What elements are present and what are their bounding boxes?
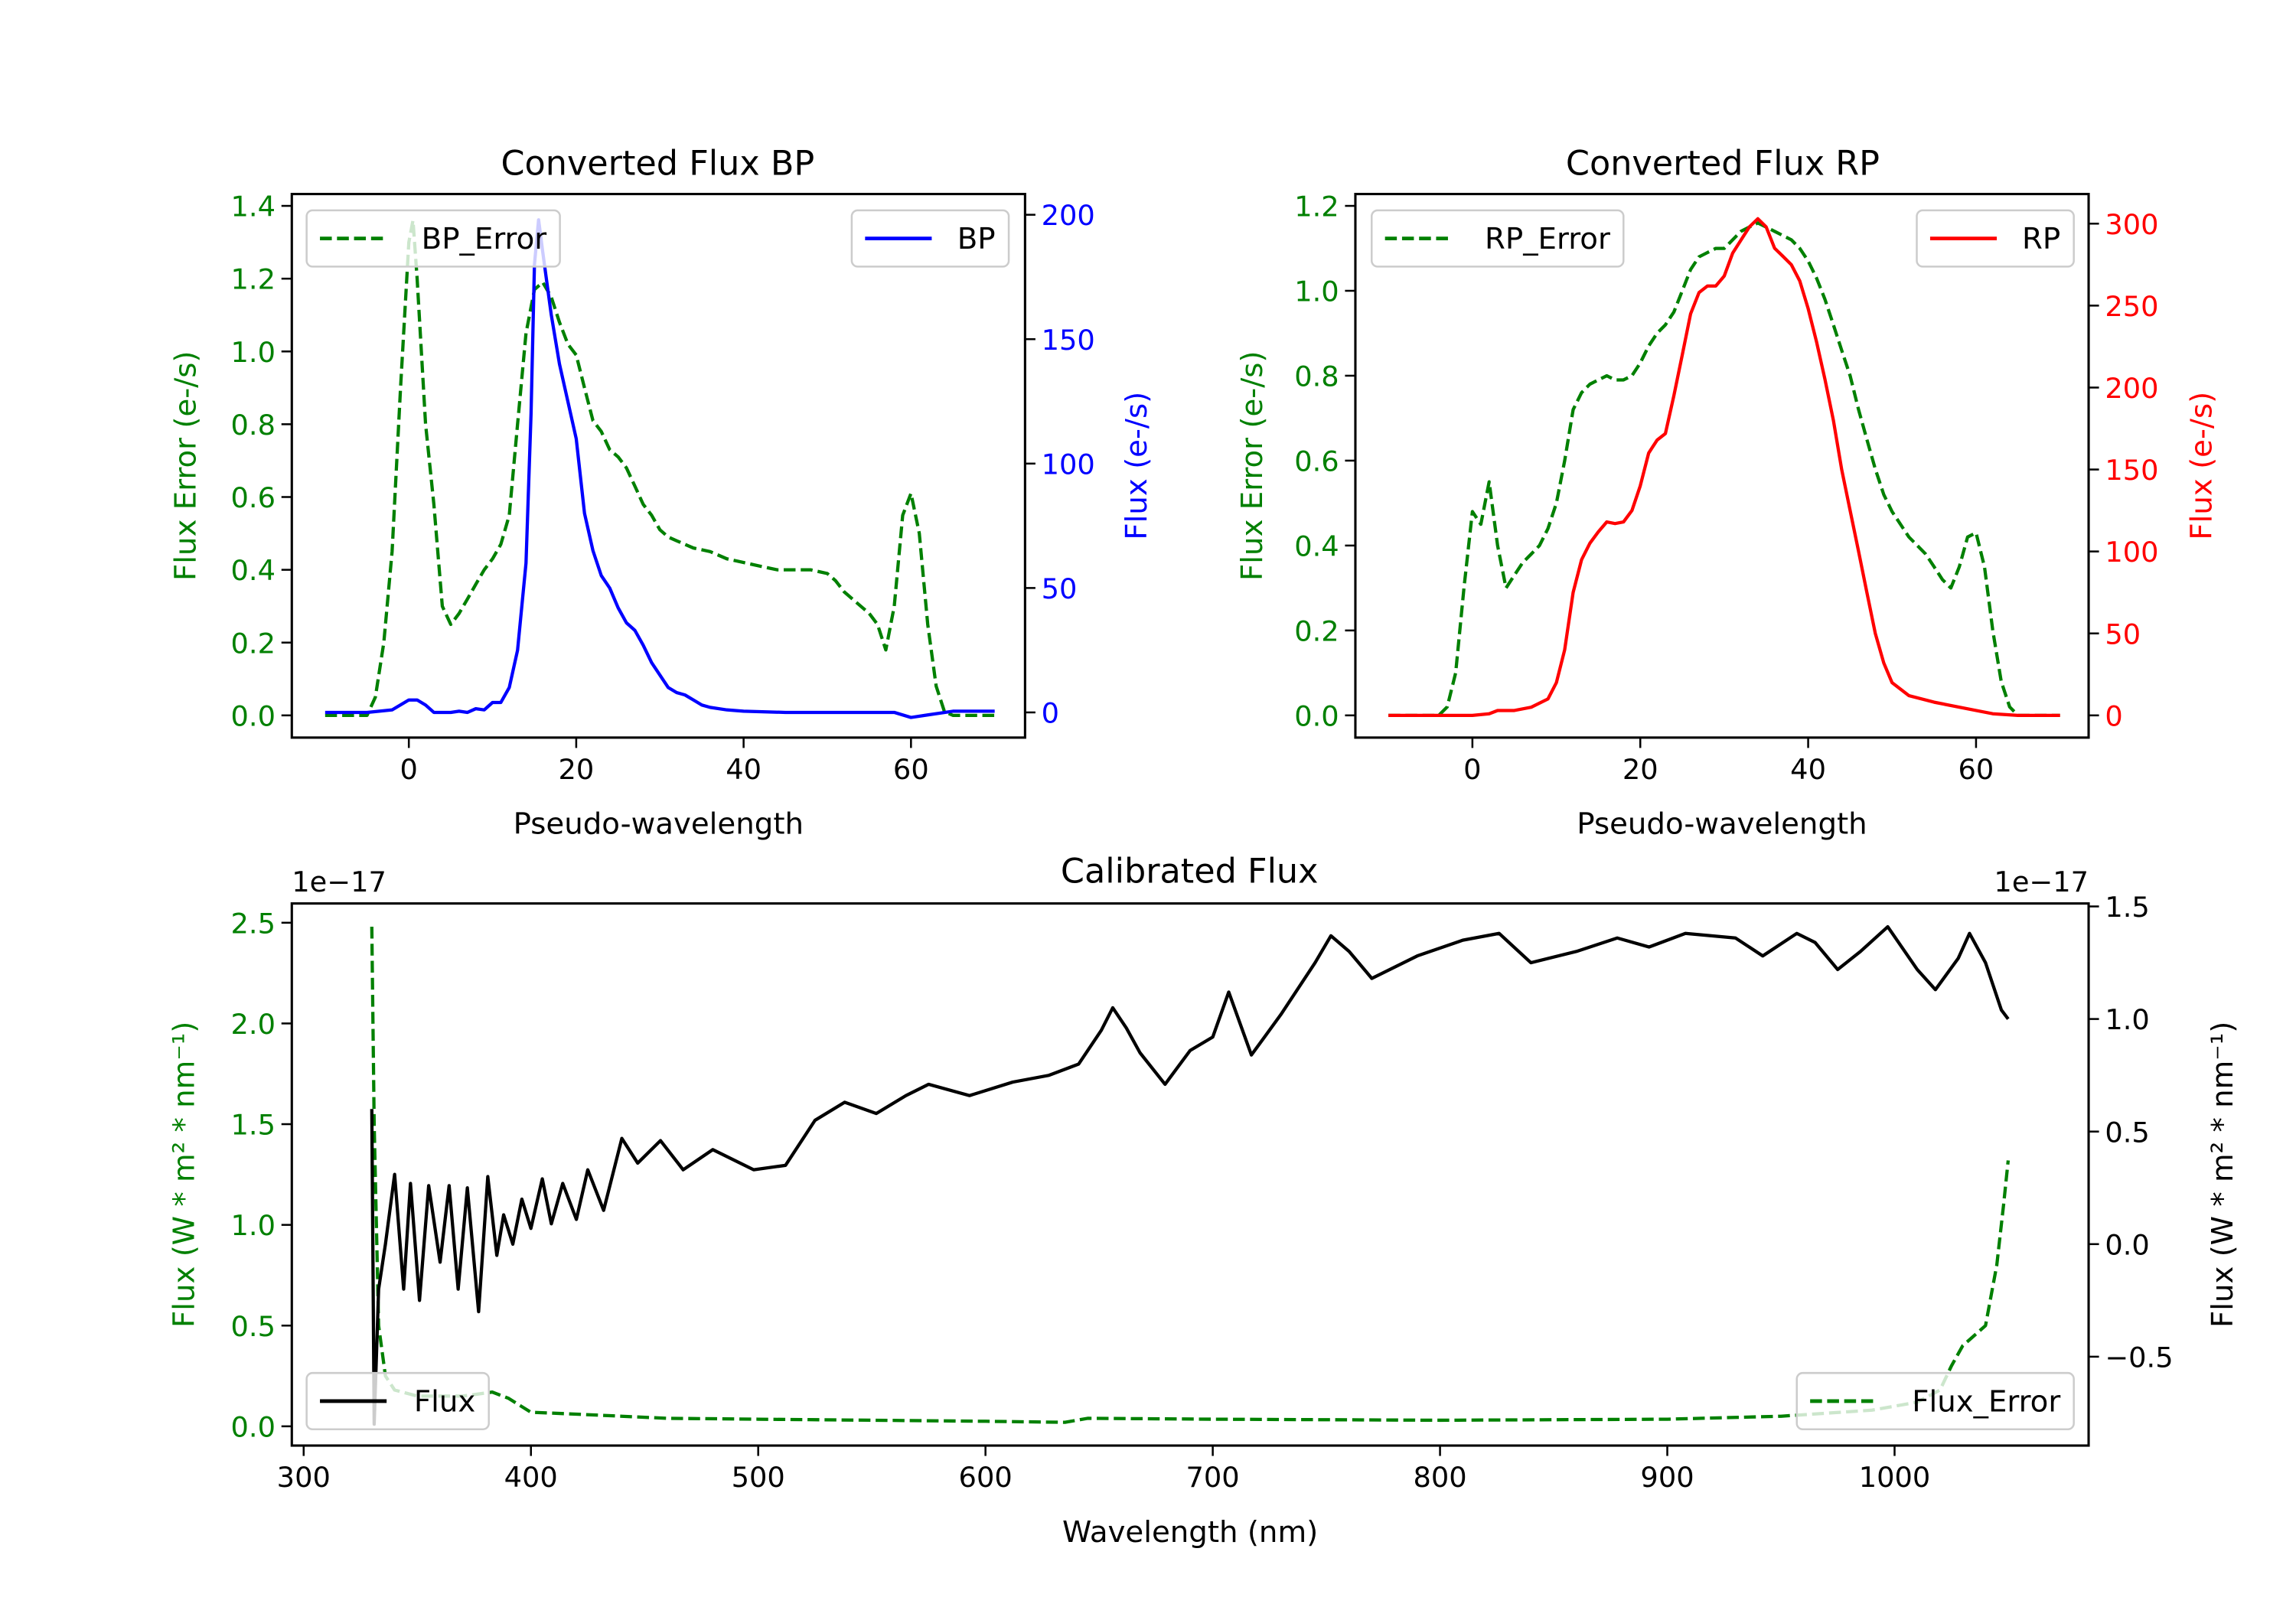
x-tick-label: 300 xyxy=(277,1461,331,1494)
legend-box xyxy=(1795,1371,2075,1430)
x-tick-label: 500 xyxy=(732,1461,785,1494)
x-tick-label: 900 xyxy=(1640,1461,1694,1494)
axes-frame xyxy=(290,902,2090,1447)
y-left-tick-label: 0.8 xyxy=(1294,360,1339,393)
y-left-tick-label: 1.2 xyxy=(1294,191,1339,223)
y-right-axis-label: Flux (W * m² * nm⁻¹) xyxy=(2206,1022,2240,1328)
series-line-bp-error xyxy=(325,218,995,717)
legend-label: Flux xyxy=(414,1385,475,1420)
series-line-flux-error xyxy=(370,927,2011,1424)
legend-flux: Flux xyxy=(305,1371,490,1430)
legend-flux-error: Flux_Error xyxy=(1795,1371,2075,1430)
y-left-axis-label: Flux (W * m² * nm⁻¹) xyxy=(168,1022,202,1328)
chart-rp: 0 20 40 60 0.0 0.2 0.4 0.6 0.8 1.0 1.2 0 50 100 150 200… xyxy=(1235,144,2219,841)
series-line-rp xyxy=(1388,217,2060,717)
legend-label: BP_Error xyxy=(422,222,547,256)
chart-cal: 300 400 500 600 700 800 900 1000 0.0 0.5 1.0 1.5 2.0… xyxy=(168,852,2240,1550)
x-tick-label: 0 xyxy=(400,753,417,786)
y-right-tick-label: 1.0 xyxy=(2105,1003,2149,1036)
y-left-tick-label: 0.5 xyxy=(231,1310,276,1343)
y-right-tick-label: 150 xyxy=(1042,324,1095,357)
legend-label: Flux_Error xyxy=(1912,1385,2060,1420)
axes-frame xyxy=(1354,193,2090,739)
y-right-tick-label: 50 xyxy=(1042,572,1078,605)
y-left-offset-label: 1e−17 xyxy=(292,865,386,898)
x-tick-label: 20 xyxy=(1623,753,1658,786)
x-tick-label: 60 xyxy=(893,753,929,786)
chart-title: Converted Flux BP xyxy=(501,144,814,183)
y-left-tick-label: 0.4 xyxy=(231,554,276,587)
legend-rp-error: RP_Error xyxy=(1371,209,1625,268)
chart-title: Calibrated Flux xyxy=(1061,852,1319,892)
legend-box xyxy=(305,209,561,268)
y-right-tick-label: 300 xyxy=(2105,208,2158,241)
y-right-axis-label: Flux (e-/s) xyxy=(1120,392,1154,540)
y-left-tick-label: 1.0 xyxy=(1294,275,1339,308)
legend-box xyxy=(305,1371,490,1430)
y-right-tick-label: 100 xyxy=(1042,448,1095,481)
y-left-tick-label: 2.5 xyxy=(231,907,276,940)
y-left-tick-label: 0.2 xyxy=(1294,614,1339,647)
y-right-tick-label: 0.0 xyxy=(2105,1228,2149,1261)
y-left-tick-label: 0.6 xyxy=(231,481,276,514)
series-line-rp-error xyxy=(1388,221,2060,717)
x-tick-label: 700 xyxy=(1186,1461,1240,1494)
y-right-tick-label: 0.5 xyxy=(2105,1116,2149,1149)
legend-label: RP xyxy=(2022,222,2060,256)
y-right-tick-label: 200 xyxy=(1042,199,1095,232)
y-left-tick-label: 1.4 xyxy=(231,191,276,223)
axes-frame xyxy=(290,193,1026,739)
y-right-offset-label: 1e−17 xyxy=(1994,865,2089,898)
y-right-tick-label: 0 xyxy=(2105,699,2122,732)
series-line-flux xyxy=(370,924,2010,1426)
y-right-tick-label: 100 xyxy=(2105,536,2158,569)
y-left-tick-label: 0.8 xyxy=(231,409,276,442)
y-right-tick-label: 200 xyxy=(2105,372,2158,405)
legend-bp: BP xyxy=(850,209,1010,268)
x-tick-label: 20 xyxy=(559,753,595,786)
y-left-tick-label: 0.2 xyxy=(231,627,276,660)
y-left-axis-label: Flux Error (e-/s) xyxy=(1235,350,1270,580)
series-line-bp xyxy=(325,218,995,719)
y-left-tick-label: 0.0 xyxy=(231,1410,276,1443)
legend-label: RP_Error xyxy=(1485,222,1610,256)
y-left-tick-label: 0.0 xyxy=(231,699,276,732)
x-axis-label: Wavelength (nm) xyxy=(1062,1515,1318,1550)
x-tick-label: 600 xyxy=(959,1461,1013,1494)
x-axis-label: Pseudo-wavelength xyxy=(514,807,804,842)
y-right-tick-label: 1.5 xyxy=(2105,891,2149,924)
x-tick-label: 800 xyxy=(1413,1461,1466,1494)
x-tick-label: 0 xyxy=(1463,753,1481,786)
chart-bp: 0 20 40 60 0.0 0.2 0.4 0.6 0.8 1.0 1.2 1.4 0 50 100 150… xyxy=(168,144,1154,841)
legend-box xyxy=(1371,209,1625,268)
x-tick-label: 1000 xyxy=(1859,1461,1931,1494)
y-left-tick-label: 0.0 xyxy=(1294,699,1339,732)
y-left-tick-label: 2.0 xyxy=(231,1008,276,1041)
x-tick-label: 40 xyxy=(726,753,762,786)
y-left-tick-label: 1.0 xyxy=(231,336,276,369)
y-right-axis-label: Flux (e-/s) xyxy=(2185,392,2219,540)
y-right-tick-label: 0 xyxy=(1042,697,1059,730)
y-right-tick-label: 150 xyxy=(2105,454,2158,487)
y-left-tick-label: 1.5 xyxy=(231,1109,276,1142)
legend-label: BP xyxy=(957,222,996,256)
legend-rp: RP xyxy=(1916,209,2075,268)
chart-title: Converted Flux RP xyxy=(1566,144,1880,183)
y-left-axis-label: Flux Error (e-/s) xyxy=(168,350,203,580)
x-tick-label: 400 xyxy=(504,1461,558,1494)
x-tick-label: 40 xyxy=(1790,753,1826,786)
x-axis-label: Pseudo-wavelength xyxy=(1577,807,1867,842)
y-left-tick-label: 0.6 xyxy=(1294,445,1339,478)
y-right-tick-label: 50 xyxy=(2105,618,2141,650)
y-right-tick-label: −0.5 xyxy=(2105,1341,2173,1374)
x-tick-label: 60 xyxy=(1958,753,1994,786)
y-left-tick-label: 1.0 xyxy=(231,1209,276,1242)
y-left-tick-label: 0.4 xyxy=(1294,530,1339,562)
legend-bp-error: BP_Error xyxy=(305,209,561,268)
y-right-tick-label: 250 xyxy=(2105,290,2158,323)
y-left-tick-label: 1.2 xyxy=(231,263,276,296)
